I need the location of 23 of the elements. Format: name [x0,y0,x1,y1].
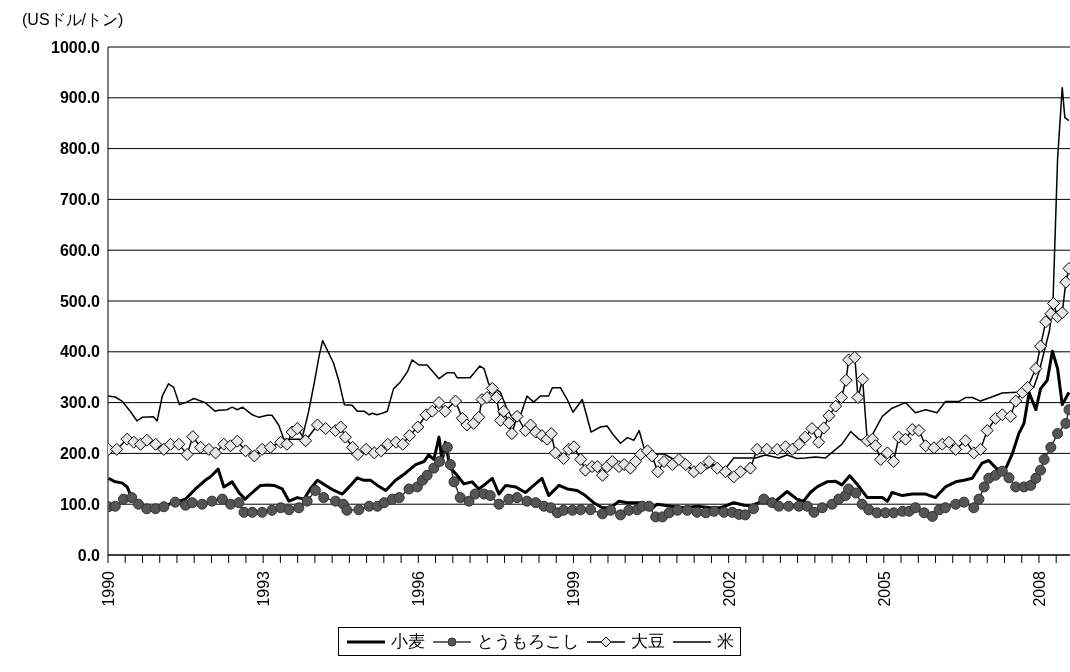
y-tick-label: 500.0 [59,292,101,310]
x-tick-label: 2008 [1030,570,1048,607]
y-axis-title: (USドル/トン) [22,10,124,30]
y-tick-label: 400.0 [59,343,101,361]
x-tick-label: 1993 [255,570,273,607]
y-tick-label: 900.0 [59,89,101,107]
x-tick-label: 2002 [720,570,738,607]
x-tick-label: 2005 [875,570,893,607]
y-tick-label: 600.0 [59,241,101,259]
y-tick-label: 800.0 [59,140,101,158]
y-tick-label: 100.0 [59,495,101,513]
y-tick-label: 700.0 [59,191,101,209]
x-tick-label: 1996 [410,570,428,607]
legend-label: とうもろこし [476,631,579,653]
x-tick-label: 1999 [565,570,583,607]
y-tick-label: 300.0 [59,394,101,412]
y-tick-label: 200.0 [59,445,101,463]
y-tick-label: 1000.0 [51,38,101,56]
legend-label: 米 [716,631,734,653]
legend-label: 大豆 [630,631,665,653]
x-tick-label: 1990 [100,570,117,607]
y-tick-label: 0.0 [77,546,101,564]
legend-label: 小麦 [390,631,425,653]
